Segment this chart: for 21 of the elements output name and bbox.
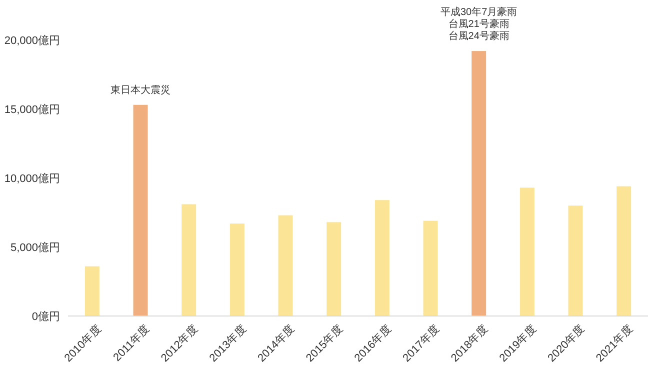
y-tick-label: 15,000億円 bbox=[4, 102, 60, 116]
bar bbox=[616, 186, 632, 316]
text: 台風21号豪雨 bbox=[448, 18, 510, 30]
bar bbox=[326, 222, 342, 316]
y-tick-label: 20,000億円 bbox=[4, 34, 60, 47]
bar bbox=[568, 206, 583, 316]
bar bbox=[278, 215, 293, 316]
bar bbox=[423, 220, 438, 316]
bar bbox=[84, 266, 100, 316]
bar bbox=[230, 224, 244, 316]
bar bbox=[182, 204, 196, 316]
bar bbox=[520, 188, 534, 316]
y-tick-label: 10,000億円 bbox=[4, 172, 60, 185]
bar bbox=[133, 104, 148, 316]
y-tick-label: 5,000億円 bbox=[10, 240, 60, 254]
annotation: 東日本大震災 bbox=[110, 84, 170, 96]
text: 平成30年7月豪雨 bbox=[440, 6, 518, 18]
bar bbox=[472, 51, 486, 316]
annotation: 台風24号豪雨 bbox=[448, 30, 510, 42]
y-tick-label: 0億円 bbox=[32, 310, 60, 323]
bar bbox=[374, 200, 390, 316]
